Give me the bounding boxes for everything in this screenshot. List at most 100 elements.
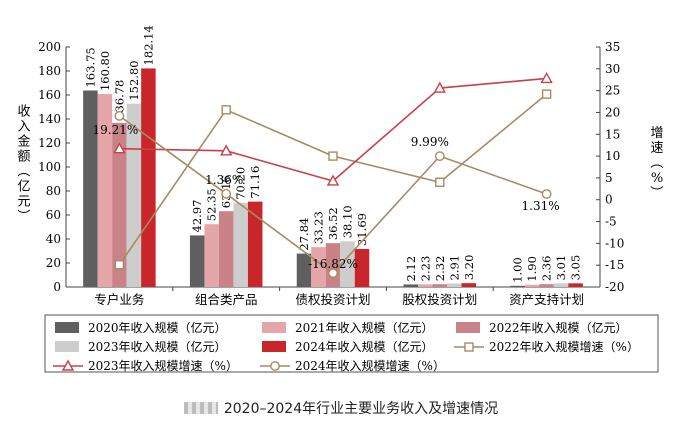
bar-label: 2.36	[540, 256, 554, 282]
line-marker	[114, 260, 125, 270]
bar-label: 70.20	[234, 167, 248, 200]
right-axis-title: ）	[648, 185, 663, 198]
category-label: 资产支持计划	[509, 292, 584, 307]
line-marker	[113, 142, 126, 154]
bar-5-1	[141, 68, 156, 287]
bar-1-5	[510, 285, 525, 287]
line-marker	[326, 174, 340, 186]
line-2	[119, 77, 547, 182]
caption-text: 2020–2024年行业主要业务收入及增速情况	[223, 401, 499, 417]
right-tick-label: 0	[605, 193, 613, 207]
right-tick-label: 20	[605, 105, 620, 119]
left-tick-label: 100	[38, 160, 61, 174]
bar-2-4	[418, 284, 433, 287]
line-marker	[221, 105, 231, 115]
bar-4-2	[233, 202, 248, 287]
right-axis-title: 速	[650, 141, 663, 156]
source-logo-blurred	[183, 402, 218, 414]
bar-label: 2.91	[447, 255, 461, 281]
bar-label: 3.20	[462, 255, 476, 281]
legend-label: 2023年收入规模（亿元）	[88, 339, 227, 354]
right-axis-title: 增	[650, 126, 663, 141]
category-label: 债权投资计划	[295, 292, 370, 307]
legend-label: 2023年收入规模增速（%）	[88, 358, 238, 373]
left-tick-label: 80	[46, 184, 61, 198]
right-axis-title: %	[651, 171, 663, 186]
left-tick-label: 120	[38, 136, 61, 150]
left-axis-title: 亿	[17, 180, 30, 195]
left-axis-title: 金	[17, 134, 30, 150]
left-axis-title: （	[15, 164, 30, 177]
right-axis-title: （	[648, 155, 663, 168]
left-tick-label: 140	[38, 112, 61, 126]
category-label: 股权投资计划	[402, 292, 477, 307]
right-tick-label: 30	[605, 62, 620, 76]
growth-label: 1.31%	[522, 199, 560, 213]
bar-3-4	[432, 284, 448, 287]
legend-box	[44, 314, 659, 373]
growth-label: 1.36%	[205, 173, 243, 187]
legend-marker	[464, 342, 474, 352]
line-marker	[541, 89, 552, 99]
left-tick-label: 200	[38, 40, 61, 54]
bar-label: 1.00	[511, 257, 525, 283]
bar-5-2	[247, 201, 263, 287]
bar-1-2	[189, 235, 205, 287]
bar-1-1	[83, 90, 98, 287]
bar-3-5	[539, 284, 554, 287]
line-marker	[434, 151, 445, 162]
legend-swatch	[456, 322, 480, 333]
bar-label: 33.23	[312, 211, 326, 244]
line-marker	[541, 189, 552, 199]
legend-swatch	[55, 341, 79, 352]
right-tick-label: 5	[605, 171, 613, 185]
growth-label: -16.82%	[308, 257, 358, 271]
bar-1-4	[403, 284, 419, 287]
left-tick-label: 180	[38, 64, 61, 78]
bar-label: 42.97	[190, 199, 204, 232]
bar-label: 1.90	[525, 256, 539, 282]
bar-3-2	[218, 211, 234, 287]
bar-3-1	[112, 122, 127, 287]
bar-2-1	[97, 94, 113, 287]
left-axis-title: 收	[17, 105, 30, 120]
bar-label: 2.12	[404, 256, 418, 282]
bar-label: 160.80	[98, 51, 112, 91]
legend-label: 2020年收入规模（亿元）	[88, 320, 227, 335]
left-axis-title: ）	[15, 209, 30, 222]
bar-label: 71.16	[248, 166, 262, 199]
left-tick-label: 20	[46, 256, 61, 270]
left-tick-label: 60	[46, 208, 61, 222]
bar-4-5	[553, 283, 569, 287]
bar-label: 182.14	[141, 25, 155, 65]
bar-label: 3.05	[569, 255, 583, 281]
legend-label: 2021年收入规模（亿元）	[295, 320, 434, 335]
bar-label: 52.35	[205, 188, 219, 221]
right-tick-label: 35	[605, 40, 620, 54]
bar-label: 2.32	[433, 256, 447, 282]
line-marker	[328, 151, 338, 161]
line-marker	[114, 111, 125, 121]
legend-swatch	[262, 322, 286, 333]
left-axis-title: 入	[17, 120, 30, 135]
legend-label: 2024年收入规模增速（%）	[295, 358, 445, 373]
category-label: 组合类产品	[195, 292, 258, 307]
left-tick-label: 40	[46, 232, 61, 246]
line-marker	[328, 268, 338, 279]
bar-label: 2.23	[418, 256, 432, 282]
bar-5-4	[461, 283, 477, 287]
bar-label: 38.10	[341, 205, 355, 238]
bar-4-4	[447, 283, 462, 287]
bar-5-3	[354, 248, 370, 287]
category-label: 专户业务	[94, 292, 144, 307]
bar-2-5	[524, 284, 540, 287]
right-tick-label: 25	[605, 84, 620, 98]
bar-label: 152.80	[127, 60, 141, 100]
growth-label: 9.99%	[411, 135, 449, 149]
line-marker	[221, 188, 232, 199]
bar-label: 27.84	[297, 218, 311, 251]
bar-label: 163.75	[83, 47, 97, 87]
legend-marker	[61, 359, 75, 371]
chart-caption: 2020–2024年行业主要业务收入及增速情况	[0, 398, 682, 418]
right-tick-label: 10	[605, 149, 620, 163]
